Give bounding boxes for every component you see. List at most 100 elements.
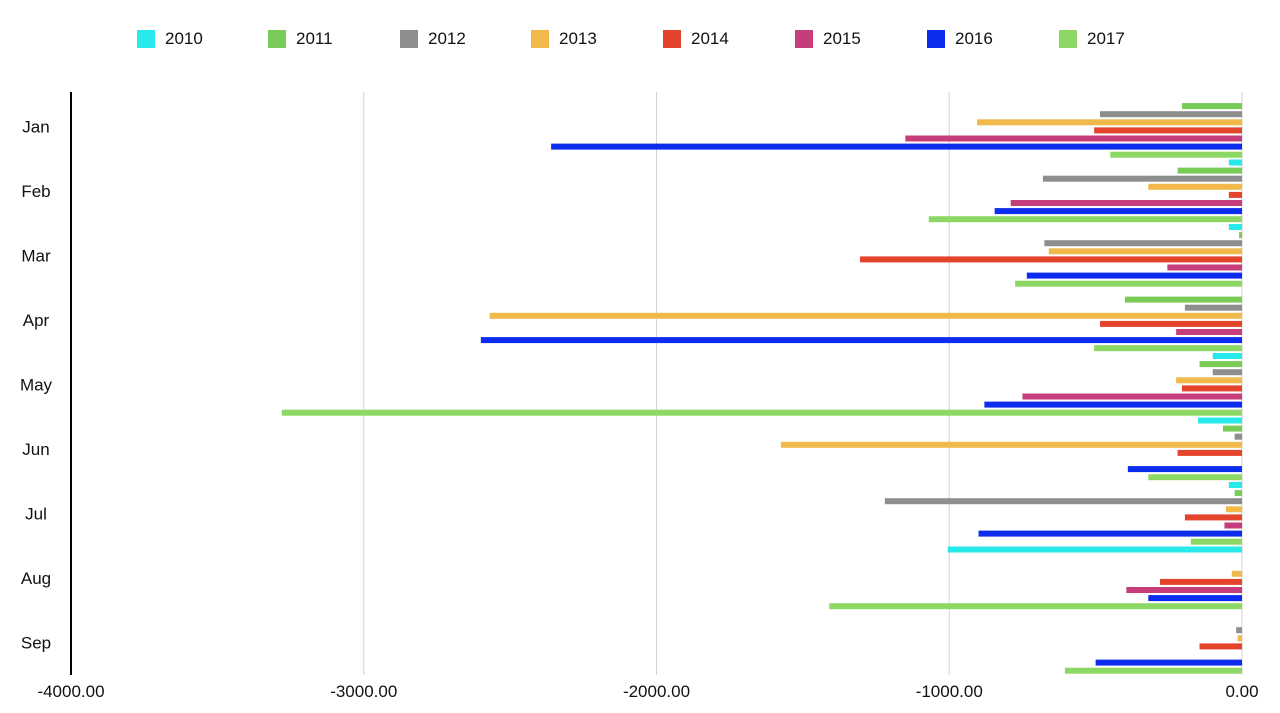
bar-2013-Jun	[780, 441, 1242, 448]
y-tick-label: May	[20, 375, 53, 394]
bar-2010-Jun	[1198, 417, 1242, 424]
bar-2015-May	[1022, 393, 1242, 400]
bar-2013-Mar	[1048, 248, 1242, 255]
bar-2012-Apr	[1184, 304, 1242, 311]
bar-2016-May	[984, 401, 1242, 408]
legend-swatch	[927, 30, 945, 48]
legend-label: 2017	[1087, 29, 1125, 48]
y-tick-label: Apr	[23, 311, 50, 330]
bar-2016-Sep	[1095, 659, 1242, 666]
bar-2012-Mar	[1044, 240, 1242, 247]
y-tick-label: Jun	[22, 440, 49, 459]
bar-2015-Aug	[1126, 587, 1242, 593]
bar-2014-Feb	[1228, 191, 1242, 198]
bar-2014-Jul	[1184, 514, 1242, 521]
bar-2017-Jan	[1110, 151, 1242, 158]
legend-swatch	[1059, 30, 1077, 48]
bar-2014-May	[1181, 385, 1242, 392]
bar-2014-Apr	[1100, 320, 1242, 327]
bar-2017-Feb	[928, 216, 1242, 223]
bar-2017-Jun	[1148, 474, 1242, 481]
legend-swatch	[268, 30, 286, 48]
legend-item-2010: 2010	[137, 24, 203, 54]
legend-item-2016: 2016	[927, 24, 993, 54]
legend-swatch	[663, 30, 681, 48]
bar-2016-Jun	[1127, 466, 1242, 473]
legend-label: 2015	[823, 29, 861, 48]
bar-2013-Apr	[489, 312, 1242, 319]
y-tick-label: Mar	[21, 246, 51, 265]
y-tick-label: Aug	[21, 569, 51, 588]
x-tick-label: -4000.00	[37, 682, 104, 701]
legend-label: 2010	[165, 29, 203, 48]
legend-swatch	[795, 30, 813, 48]
bar-2011-Apr	[1124, 296, 1242, 303]
bar-2017-Apr	[1094, 345, 1242, 352]
bar-2015-Apr	[1176, 329, 1242, 335]
bar-2017-Aug	[829, 603, 1242, 610]
bar-2010-Feb	[1228, 159, 1242, 166]
bar-2011-Jun	[1222, 425, 1242, 432]
bars	[281, 103, 1243, 674]
legend-label: 2014	[691, 29, 729, 48]
bar-2012-Sep	[1236, 627, 1242, 634]
legend-label: 2013	[559, 29, 597, 48]
y-tick-label: Jan	[22, 117, 49, 136]
chart-legend: 2010 2011 2012 2013 2014 2015 2016 2017	[0, 24, 1280, 54]
bar-2013-Aug	[1231, 570, 1242, 577]
bar-2016-Jul	[978, 530, 1242, 537]
bar-2011-May	[1199, 361, 1242, 368]
bar-2016-Apr	[480, 337, 1243, 344]
bar-2017-Mar	[1015, 280, 1242, 287]
x-tick-label: -2000.00	[623, 682, 690, 701]
y-tick-label: Sep	[21, 633, 51, 652]
bar-2011-Feb	[1177, 167, 1242, 174]
x-tick-label: -3000.00	[330, 682, 397, 701]
bar-2011-Mar	[1239, 232, 1242, 239]
bar-2010-Jul	[1228, 482, 1242, 488]
bar-2014-Jan	[1094, 127, 1242, 134]
bar-2017-Jul	[1190, 538, 1242, 545]
legend-item-2012: 2012	[400, 24, 466, 54]
bar-2013-Jul	[1225, 506, 1242, 513]
bar-2014-Sep	[1199, 643, 1242, 650]
bar-2010-May	[1212, 353, 1242, 359]
legend-label: 2011	[296, 29, 333, 48]
bar-2013-Jan	[977, 119, 1242, 126]
y-tick-label: Jul	[25, 504, 47, 523]
bar-2016-Jan	[551, 143, 1242, 150]
bar-2017-Sep	[1064, 667, 1242, 674]
y-tick-label: Feb	[21, 182, 50, 201]
bar-2016-Aug	[1148, 595, 1242, 602]
bar-2012-Feb	[1042, 175, 1242, 182]
bar-2015-Feb	[1010, 200, 1242, 206]
bar-2014-Jun	[1177, 449, 1242, 456]
bar-2014-Aug	[1160, 578, 1242, 585]
bar-2013-Feb	[1148, 183, 1242, 190]
bar-2011-Jul	[1234, 490, 1242, 497]
bar-2014-Mar	[859, 256, 1242, 263]
bar-2017-May	[281, 409, 1242, 416]
legend-item-2017: 2017	[1059, 24, 1125, 54]
bar-2012-Jul	[884, 498, 1242, 505]
bar-2015-Jan	[905, 135, 1242, 142]
x-tick-label: -1000.00	[916, 682, 983, 701]
bar-2012-Jun	[1234, 433, 1242, 440]
bar-2010-Mar	[1228, 224, 1242, 230]
bar-2016-Feb	[994, 208, 1242, 215]
bar-2012-Jan	[1100, 111, 1242, 118]
bar-2013-Sep	[1237, 635, 1242, 642]
bar-2010-Aug	[947, 546, 1242, 553]
bar-2011-Jan	[1181, 103, 1242, 110]
bar-2015-Jul	[1224, 522, 1242, 529]
legend-label: 2016	[955, 29, 993, 48]
legend-item-2015: 2015	[795, 24, 861, 54]
x-tick-label: 0.00	[1225, 682, 1258, 701]
legend-swatch	[531, 30, 549, 48]
legend-item-2011: 2011	[268, 24, 333, 54]
legend-swatch	[400, 30, 418, 48]
legend-label: 2012	[428, 29, 466, 48]
bar-2016-Mar	[1026, 272, 1242, 279]
gridlines	[363, 92, 1243, 675]
